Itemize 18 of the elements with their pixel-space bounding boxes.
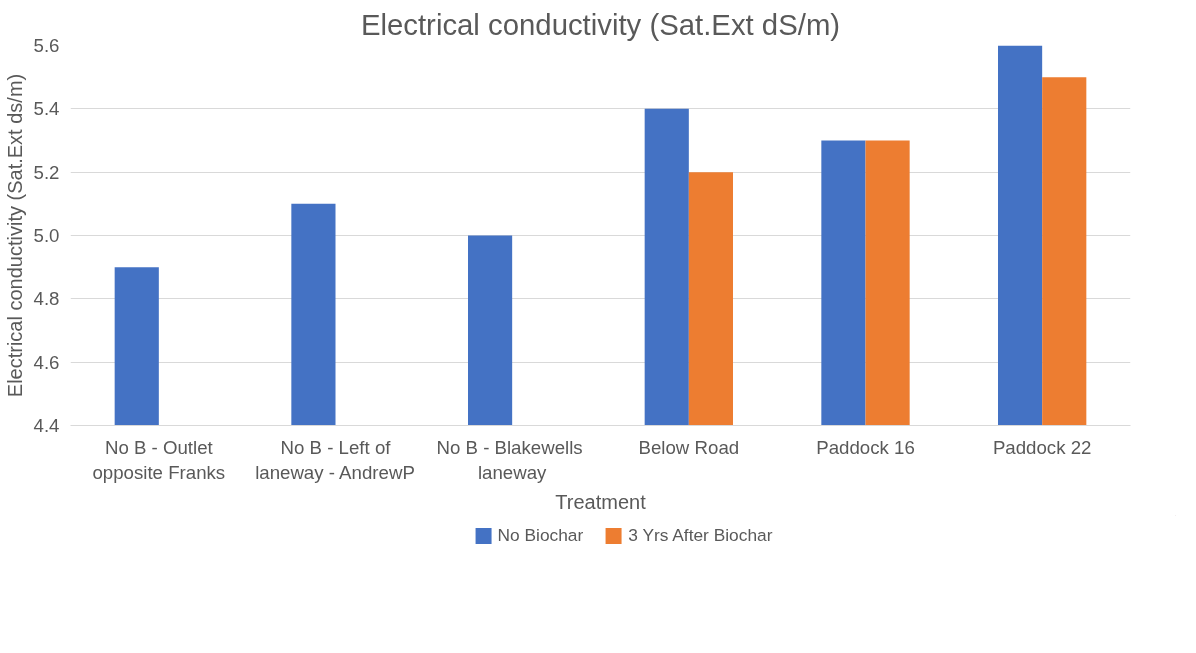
legend-label: No Biochar bbox=[497, 524, 584, 546]
x-tick-label: No B - Left of laneway - AndrewP bbox=[255, 436, 415, 483]
y-tick-label: 5.0 bbox=[33, 225, 60, 246]
y-axis-title: Electrical conductivity (Sat.Ext ds/m) bbox=[3, 73, 26, 398]
y-tick-label: 5.2 bbox=[33, 161, 60, 183]
y-tick-label: 5.6 bbox=[33, 35, 60, 56]
x-tick-label: Paddock 16 bbox=[816, 436, 915, 458]
y-tick-label: 4.6 bbox=[33, 351, 60, 373]
x-tick-label: Below Road bbox=[638, 436, 740, 458]
x-tick-label: Paddock 22 bbox=[992, 436, 1092, 458]
y-tick-label: 5.4 bbox=[33, 98, 60, 120]
x-axis-title: Treatment bbox=[555, 490, 647, 513]
y-tick-label: 4.4 bbox=[33, 415, 60, 436]
chart-title: Electrical conductivity (Sat.Ext dS/m) bbox=[360, 7, 841, 41]
legend-label: 3 Yrs After Biochar bbox=[628, 524, 773, 546]
x-tick-label: No B - Blakewells laneway bbox=[436, 436, 583, 483]
x-tick-label: No B - Outlet opposite Franks bbox=[92, 436, 226, 483]
y-tick-label: 4.8 bbox=[33, 288, 60, 310]
